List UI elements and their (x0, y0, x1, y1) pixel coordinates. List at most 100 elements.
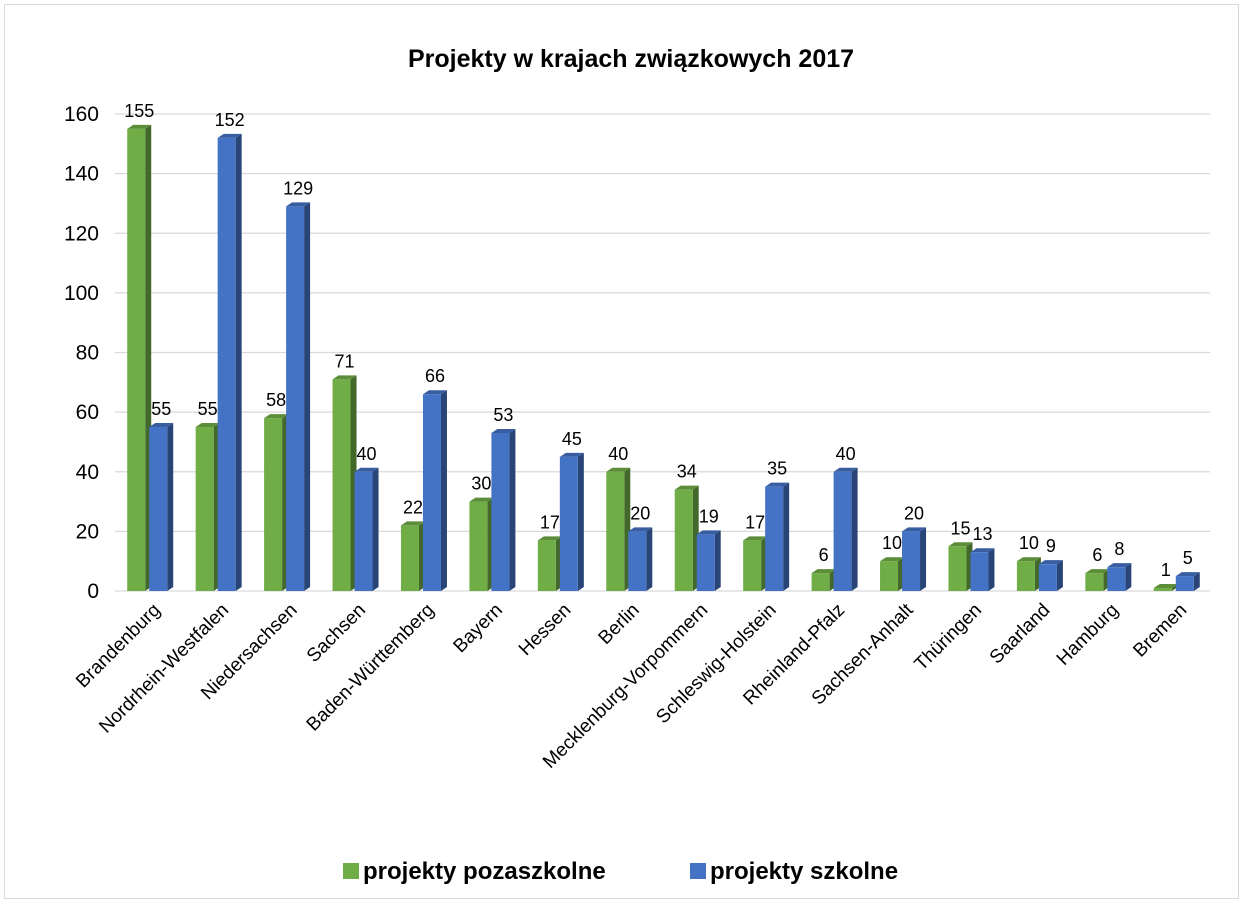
data-label: 45 (562, 429, 582, 449)
bar-top (195, 423, 220, 428)
bar-top (696, 530, 721, 535)
data-label: 40 (357, 444, 377, 464)
bar-pozaszkolne (1085, 569, 1110, 591)
bar-szkolne (696, 530, 721, 591)
bar-front (1085, 573, 1104, 591)
x-tick-label: Nordrhein-Westfalen (95, 600, 233, 738)
bar-front (765, 486, 784, 591)
legend: projekty pozaszkolne projekty szkolne (343, 858, 898, 885)
data-label: 55 (151, 399, 171, 419)
bar-front (902, 531, 921, 591)
bar-side (1056, 560, 1063, 591)
x-tick-label: Hessen (515, 600, 575, 660)
bar-side (304, 202, 311, 591)
data-label: 71 (335, 351, 355, 371)
bar-front (264, 418, 283, 591)
bar-pozaszkolne (674, 485, 699, 591)
bar-top (469, 497, 494, 502)
bar-pozaszkolne (1153, 584, 1178, 591)
bar-szkolne (286, 202, 311, 591)
bar-pozaszkolne (127, 124, 152, 591)
x-axis-ticks: BrandenburgNordrhein-WestfalenNiedersach… (72, 599, 1191, 773)
bar-top (833, 467, 858, 472)
x-tick-label: Bremen (1129, 600, 1191, 662)
bar-front (696, 534, 715, 591)
bar-front (332, 379, 351, 591)
bar-front (491, 432, 510, 591)
bar-pozaszkolne (606, 467, 631, 591)
bar-front (400, 525, 419, 591)
x-tick-label: Hamburg (1053, 600, 1123, 670)
data-label: 13 (972, 524, 992, 544)
bar-szkolne (833, 467, 858, 591)
bar-szkolne (902, 527, 927, 591)
bar-top (491, 428, 516, 433)
data-label: 1 (1161, 560, 1171, 580)
bar-szkolne (149, 423, 174, 591)
bar-pozaszkolne (811, 569, 836, 591)
data-label: 55 (198, 399, 218, 419)
data-label: 20 (630, 503, 650, 523)
data-label: 19 (699, 506, 719, 526)
bar-front (149, 427, 168, 591)
data-label: 8 (1114, 539, 1124, 559)
bar-top (628, 527, 653, 532)
bar-side (646, 527, 653, 591)
x-tick-label: Sachsen (303, 600, 370, 667)
bar-szkolne (217, 133, 242, 591)
chart-frame: Projekty w krajach związkowych 2017 0 20 4… (4, 4, 1239, 899)
bar-side (509, 428, 516, 591)
bar-top (1153, 584, 1178, 589)
bar-front (674, 489, 693, 591)
bar-pozaszkolne (880, 557, 905, 591)
bar-pozaszkolne (469, 497, 494, 591)
bar-top (1016, 557, 1041, 562)
bar-top (948, 542, 973, 547)
bar-side (1193, 572, 1200, 591)
bar-top (1085, 569, 1110, 574)
bar-side (988, 548, 995, 591)
bar-pozaszkolne (264, 414, 289, 591)
data-label: 6 (1092, 545, 1102, 565)
y-tick-label: 120 (64, 222, 99, 245)
bar-side (235, 133, 242, 591)
bar-top (1038, 560, 1063, 565)
bar-top (286, 202, 311, 207)
bar-szkolne (970, 548, 995, 591)
bar-front (948, 546, 967, 591)
data-label: 34 (677, 462, 697, 482)
legend-label-szkolne: projekty szkolne (710, 858, 898, 885)
bar-top (880, 557, 905, 562)
data-label: 9 (1046, 536, 1056, 556)
x-tick-label: Baden-Württemberg (303, 600, 439, 736)
bar-front (743, 540, 762, 591)
bar-top (537, 536, 562, 541)
x-tick-label: Saarland (986, 600, 1055, 669)
data-label: 15 (950, 518, 970, 538)
bar-front (127, 128, 146, 591)
bars (127, 124, 1200, 591)
bar-pozaszkolne (332, 375, 357, 591)
bar-side (1125, 563, 1132, 591)
bar-front (606, 471, 625, 591)
bar-front (628, 531, 647, 591)
bar-szkolne (1175, 572, 1200, 591)
data-label: 129 (283, 178, 313, 198)
bar-szkolne (765, 482, 790, 591)
bar-szkolne (628, 527, 653, 591)
bar-front (1038, 564, 1057, 591)
x-tick-label: Thüringen (911, 600, 986, 675)
bar-front (1016, 561, 1035, 591)
y-tick-label: 60 (76, 401, 99, 424)
bar-top (217, 133, 242, 138)
bar-pozaszkolne (743, 536, 768, 591)
bar-szkolne (354, 467, 379, 591)
bar-front (1175, 576, 1194, 591)
data-label: 10 (1019, 533, 1039, 553)
data-label: 58 (266, 390, 286, 410)
bar-pozaszkolne (537, 536, 562, 591)
bar-front (195, 427, 214, 591)
bar-pozaszkolne (948, 542, 973, 591)
bar-top (422, 390, 447, 395)
